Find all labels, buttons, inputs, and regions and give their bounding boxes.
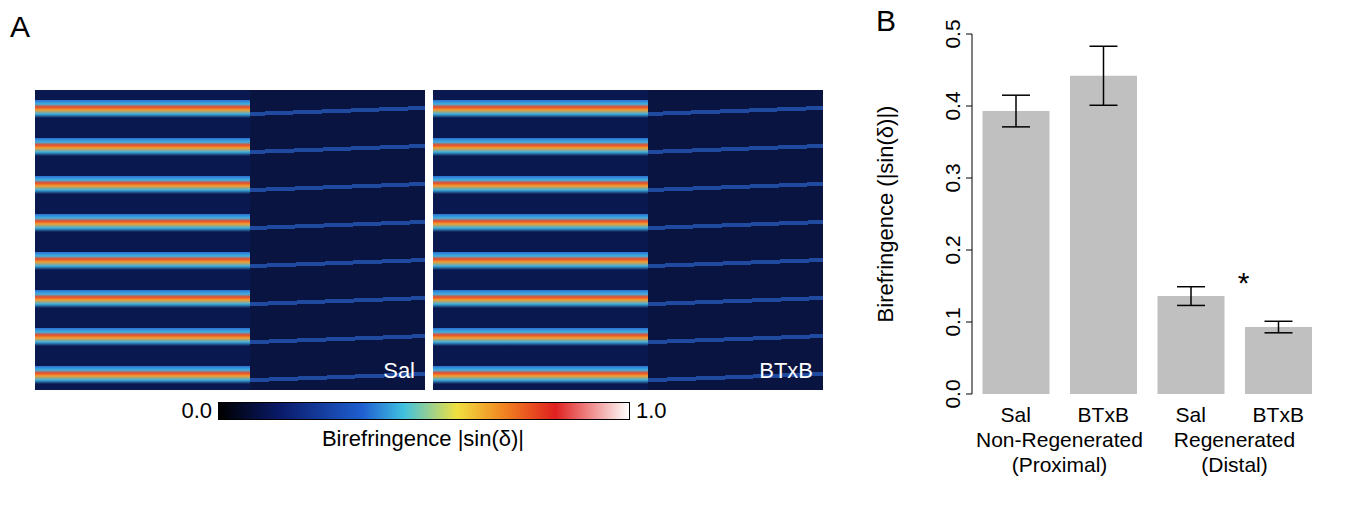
svg-text:0.0: 0.0 (941, 379, 964, 408)
html-text:A: A (10, 10, 30, 43)
svg-text:(Proximal): (Proximal) (1012, 453, 1108, 476)
svg-text:*: * (1238, 266, 1250, 299)
html-text:Sal: Sal (383, 358, 415, 383)
svg-text:0.2: 0.2 (941, 235, 964, 264)
svg-text:Sal: Sal (1176, 403, 1206, 426)
html-text:BTxB: BTxB (759, 358, 813, 383)
html-text:0.0: 0.0 (181, 398, 212, 423)
svg-text:0.1: 0.1 (941, 307, 964, 336)
svg-text:Regenerated: Regenerated (1174, 428, 1295, 451)
svg-text:0.4: 0.4 (941, 91, 964, 121)
svg-text:BTxB: BTxB (1078, 403, 1129, 426)
svg-text:Sal: Sal (1001, 403, 1031, 426)
html-text:Birefringence |sin(δ)|: Birefringence |sin(δ)| (321, 426, 525, 451)
html-text:B: B (876, 4, 896, 37)
html-text:1.0: 1.0 (636, 398, 667, 423)
svg-text:Birefringence (|sin(δ)|): Birefringence (|sin(δ)|) (873, 106, 898, 323)
svg-text:Non-Regenerated: Non-Regenerated (976, 428, 1143, 451)
svg-text:(Distal): (Distal) (1201, 453, 1268, 476)
svg-text:0.3: 0.3 (941, 163, 964, 192)
svg-text:0.5: 0.5 (941, 19, 964, 48)
svg-text:BTxB: BTxB (1253, 403, 1304, 426)
